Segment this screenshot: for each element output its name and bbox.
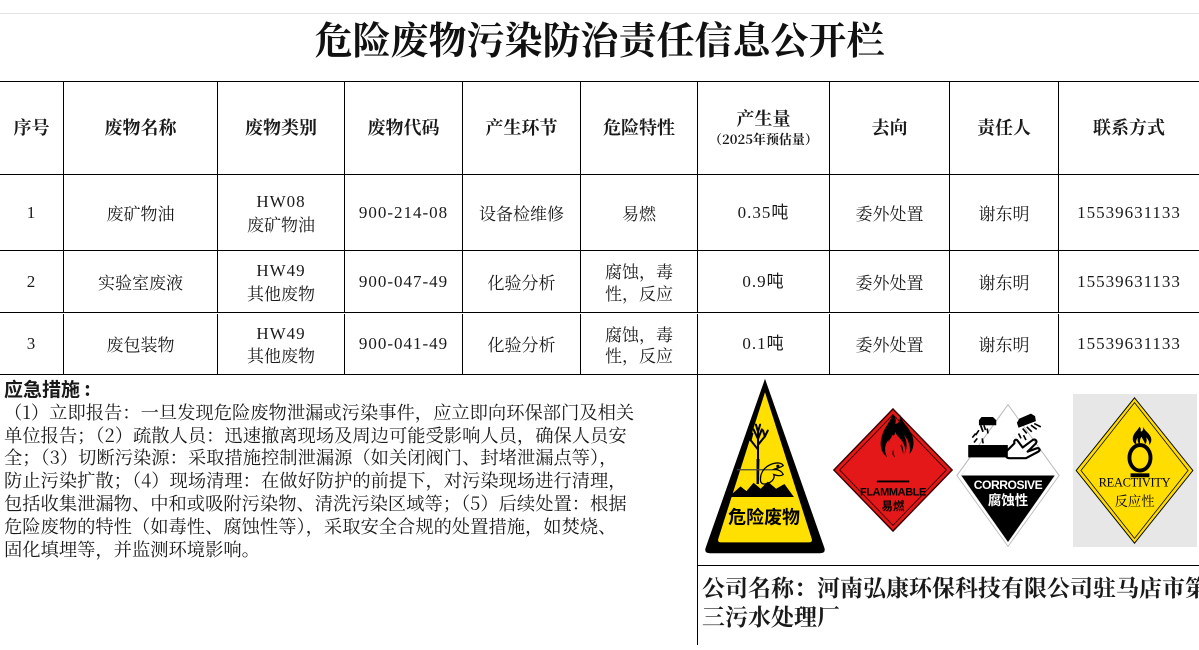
svg-text:危险废物: 危险废物 <box>728 504 800 530</box>
svg-text:腐蚀性: 腐蚀性 <box>988 489 1028 509</box>
svg-text:REACTIVITY: REACTIVITY <box>1099 476 1171 490</box>
svg-text:易燃: 易燃 <box>882 498 905 514</box>
svg-text:FLAMMABLE: FLAMMABLE <box>860 487 926 499</box>
svg-text:反应性: 反应性 <box>1114 491 1155 510</box>
